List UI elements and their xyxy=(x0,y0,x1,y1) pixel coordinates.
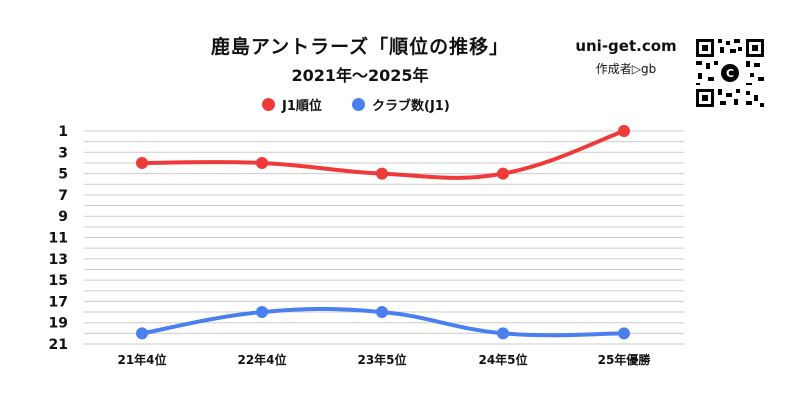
chart-legend: J1順位 クラブ数(J1) xyxy=(0,95,800,117)
data-point-rank xyxy=(618,125,630,137)
legend-swatch-clubs xyxy=(352,98,365,111)
y-tick-label: 3 xyxy=(58,145,68,161)
y-tick-label: 7 xyxy=(58,188,68,204)
y-tick-label: 9 xyxy=(58,209,68,225)
data-point-rank xyxy=(376,167,388,180)
x-tick-label: 23年5位 xyxy=(357,352,406,367)
legend-item-rank[interactable]: J1順位 xyxy=(262,95,322,114)
data-point-rank xyxy=(136,156,148,169)
y-tick-label: 17 xyxy=(49,294,68,310)
legend-swatch-rank xyxy=(262,98,275,111)
data-point-clubs xyxy=(136,327,148,340)
chart-subtitle: 2021年〜2025年 xyxy=(291,66,429,85)
y-tick-label: 13 xyxy=(49,252,68,268)
legend-label-clubs: クラブ数(J1) xyxy=(372,99,450,114)
chart-title: 鹿島アントラーズ「順位の推移」 xyxy=(210,36,510,58)
y-tick-label: 21 xyxy=(49,337,68,353)
x-tick-label: 22年4位 xyxy=(237,352,286,367)
data-point-clubs xyxy=(256,306,268,319)
y-tick-label: 15 xyxy=(49,273,68,289)
legend-label-rank: J1順位 xyxy=(282,99,322,114)
qr-code-icon: C xyxy=(694,37,766,109)
data-point-clubs xyxy=(618,327,630,340)
x-tick-label: 21年4位 xyxy=(117,352,166,367)
data-point-clubs xyxy=(376,306,388,319)
author-credit: 作成者▷gb xyxy=(595,62,657,76)
data-point-rank xyxy=(497,167,509,180)
data-point-clubs xyxy=(497,327,509,340)
x-tick-label: 25年優勝 xyxy=(598,352,652,367)
y-tick-label: 11 xyxy=(49,231,68,247)
svg-text:C: C xyxy=(726,67,734,80)
x-tick-label: 24年5位 xyxy=(478,352,527,367)
y-tick-label: 19 xyxy=(49,316,68,332)
site-name: uni-get.com xyxy=(575,37,677,55)
legend-item-clubs[interactable]: クラブ数(J1) xyxy=(352,95,450,114)
y-tick-label: 1 xyxy=(58,124,68,140)
y-tick-label: 5 xyxy=(58,167,68,183)
data-point-rank xyxy=(256,156,268,169)
